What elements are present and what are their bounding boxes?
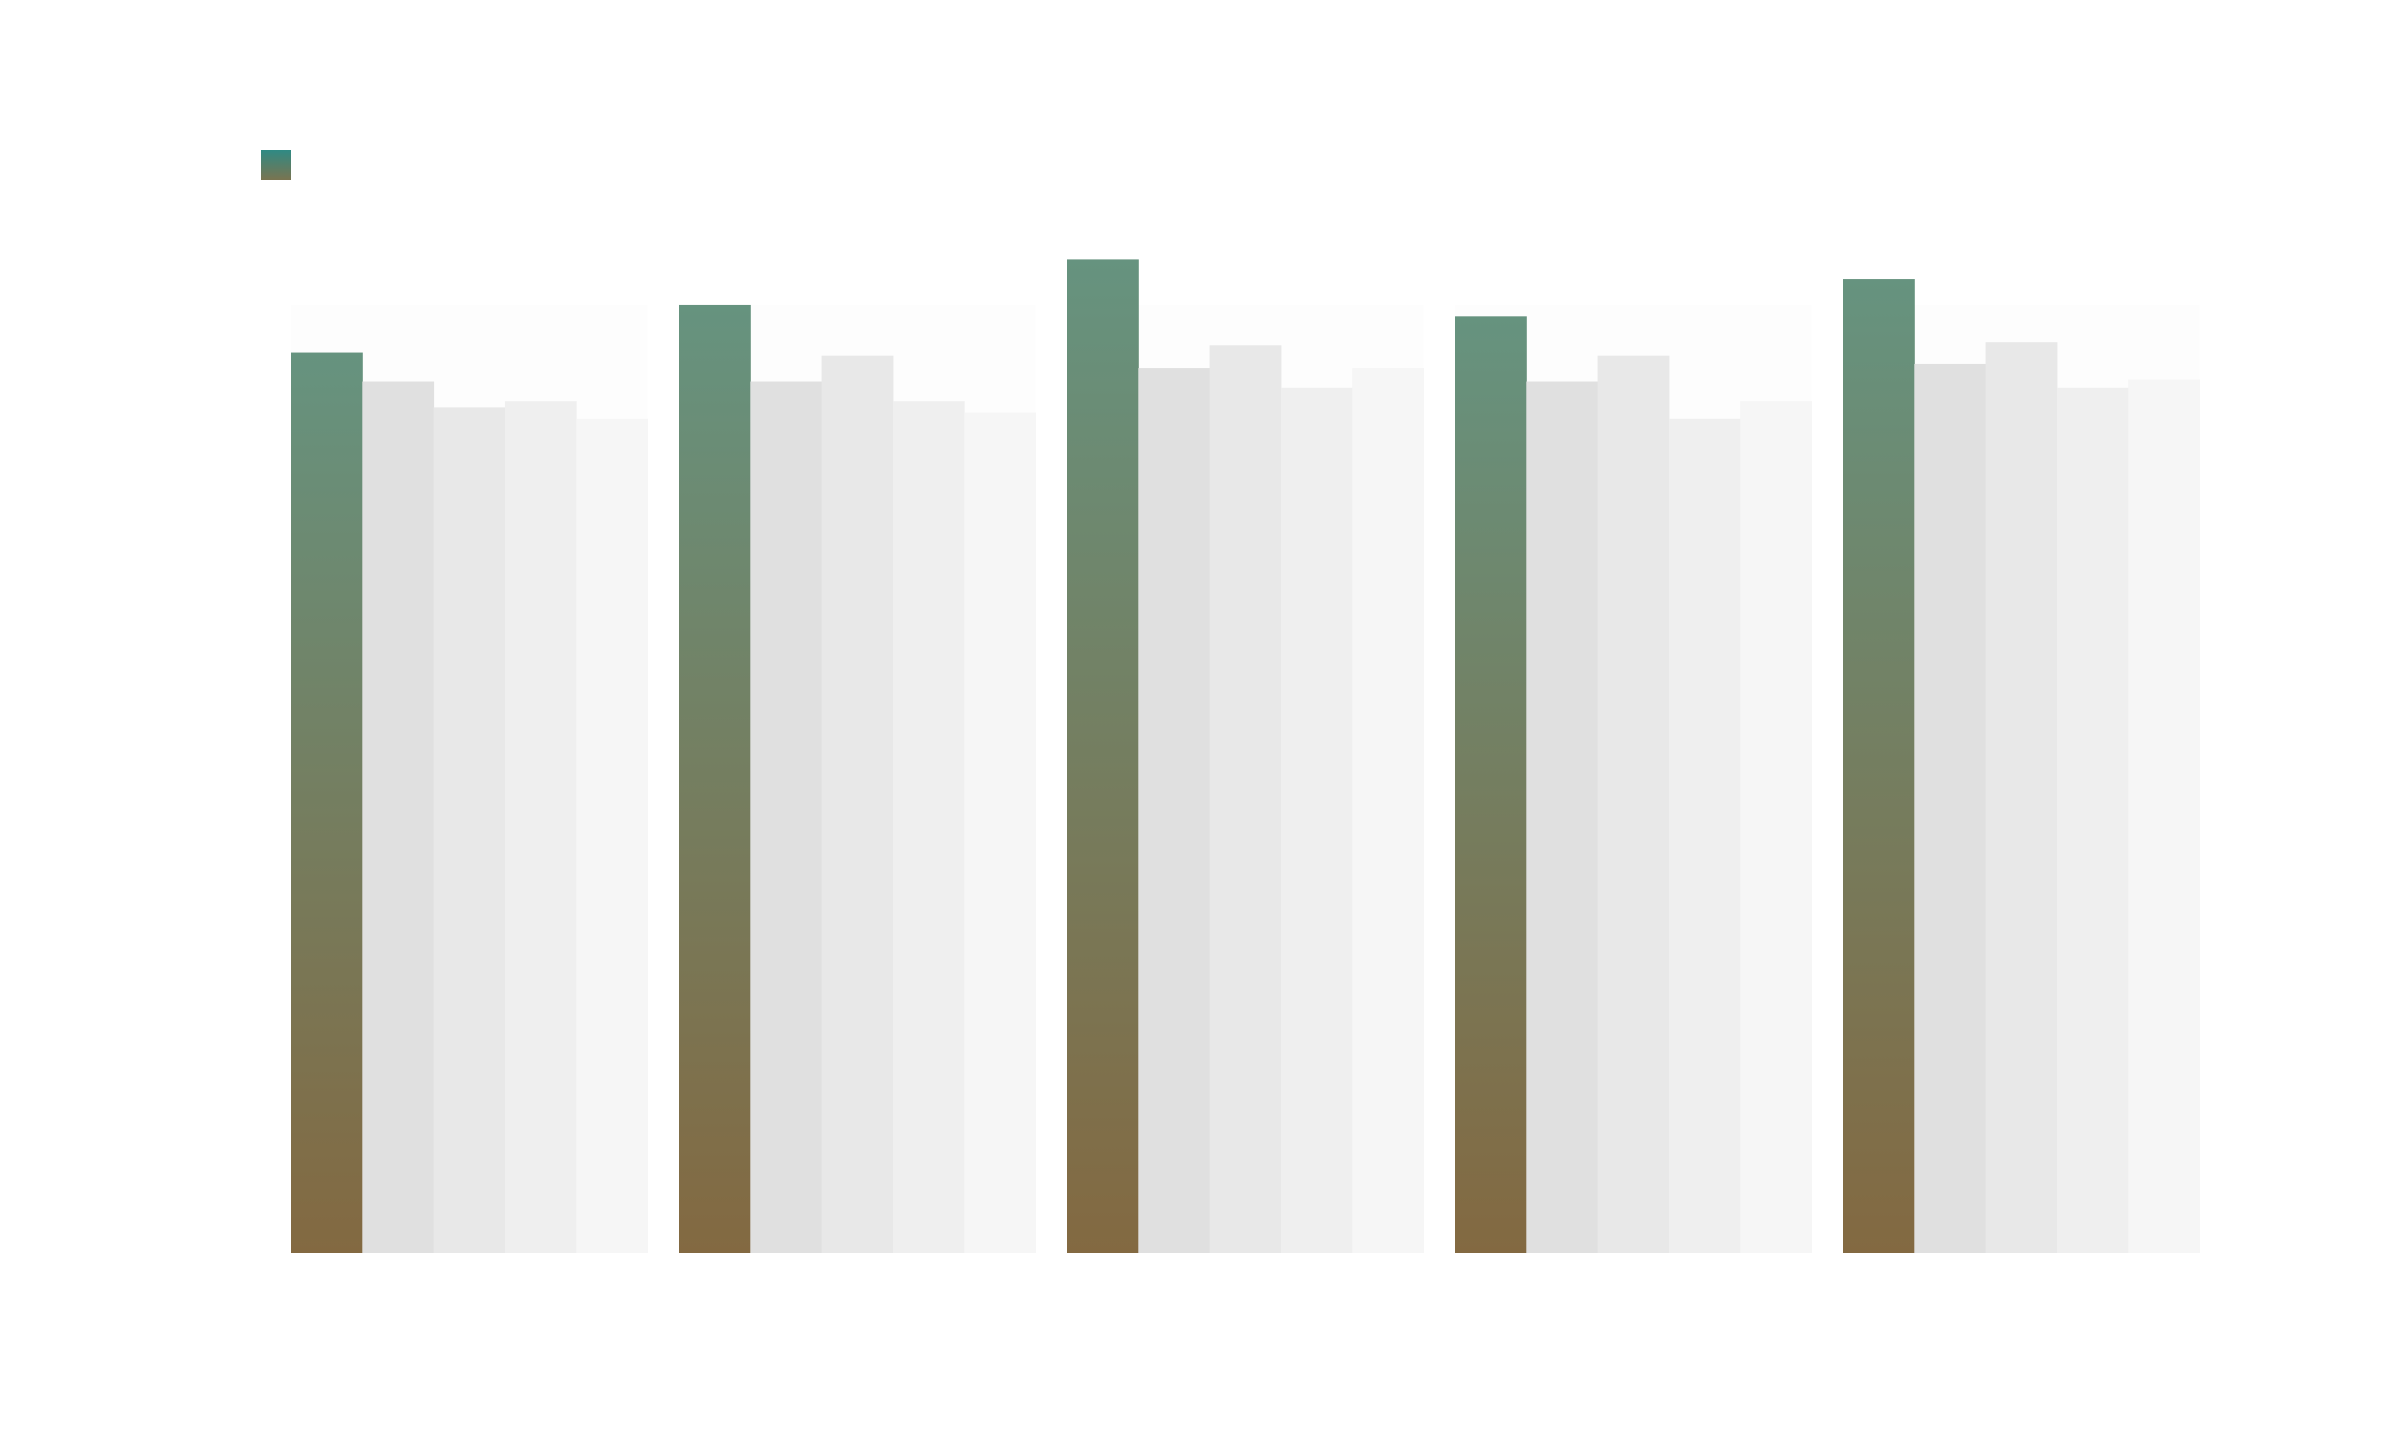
- bar-muted: [1138, 368, 1211, 1253]
- bar-muted: [821, 355, 894, 1253]
- bar-muted: [504, 401, 577, 1253]
- bar-muted: [1668, 418, 1741, 1253]
- bar-muted: [2128, 379, 2200, 1254]
- bar-muted: [1597, 355, 1670, 1253]
- bar-highlight: [1843, 279, 1915, 1253]
- bar-muted: [1352, 368, 1424, 1253]
- bar-muted: [750, 381, 823, 1253]
- bar-muted: [1209, 345, 1282, 1253]
- legend: [261, 150, 291, 180]
- bar-muted: [433, 407, 506, 1253]
- bar-muted: [362, 381, 435, 1253]
- bars: [291, 259, 2200, 1254]
- bar-muted: [964, 412, 1036, 1254]
- bar-muted: [1914, 363, 1987, 1253]
- bar-highlight: [1455, 316, 1527, 1253]
- legend-swatch: [261, 150, 291, 180]
- bar-highlight: [679, 304, 751, 1253]
- bar-highlight: [1067, 259, 1139, 1253]
- bar-highlight: [291, 352, 363, 1253]
- bar-muted: [1740, 401, 1812, 1253]
- bar-muted: [2056, 387, 2129, 1253]
- bar-muted: [1526, 381, 1599, 1253]
- bar-muted: [1985, 342, 2058, 1253]
- bar-muted: [576, 418, 648, 1253]
- bar-muted: [1280, 387, 1353, 1253]
- bar-muted: [892, 401, 965, 1253]
